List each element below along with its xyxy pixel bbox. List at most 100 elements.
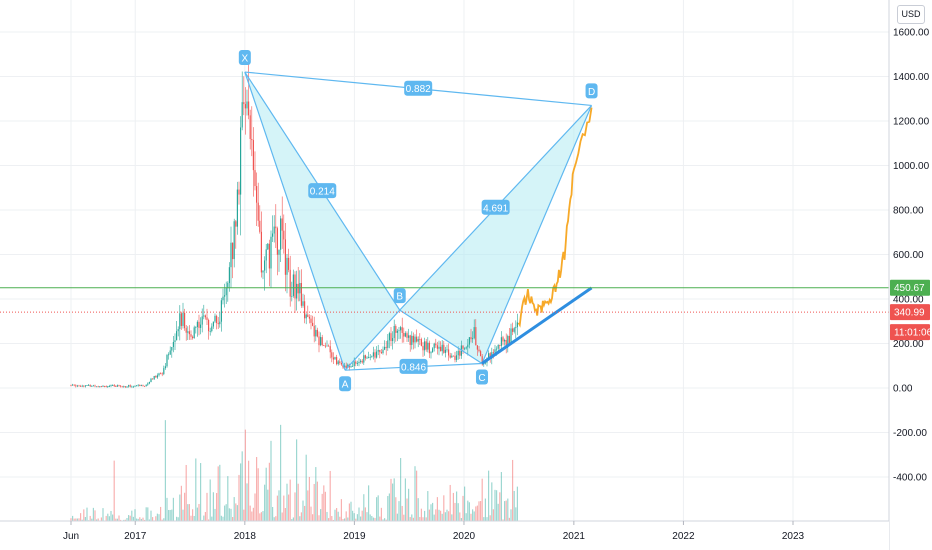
candle-body [398,330,400,332]
candle-body [216,315,218,323]
candle-body [488,353,490,358]
volume-bar [494,489,496,521]
support-trendline[interactable] [481,286,593,365]
candle-body [513,328,515,332]
candle-body [438,346,440,349]
volume-bar [216,492,218,521]
volume-bar [86,507,88,521]
pattern-leg-BC [399,309,483,365]
candle-body [454,355,456,360]
candle-body [305,314,307,319]
volume-bar [420,508,422,521]
candle-body [164,366,166,369]
volume-bar [163,518,165,521]
candle-body [422,345,424,351]
pattern-leg-XA [244,71,346,371]
candle-body [339,361,341,363]
volume-bar [180,485,182,521]
volume-bar [270,440,272,521]
candle-body [75,385,77,387]
point-label-x: X [241,54,248,65]
price-tick-label: -400.00 [893,473,927,484]
candle-body [427,342,429,350]
volume-bar [411,514,413,521]
candle-body [329,346,331,353]
ratio-labels: 0.882 0.214 4.691 0.846 [308,80,510,374]
volume-bar [345,511,347,521]
candle-body [128,385,130,387]
candle-body [334,357,336,360]
volume-bar [339,516,341,521]
volume-bar [249,505,251,521]
price-tick-label: 1000.00 [893,161,930,172]
harmonic-point-labels: X A B C D [238,50,598,392]
volume-bar [377,495,379,521]
candle-body [260,231,262,273]
candle-body [88,384,90,386]
candle-body [420,339,422,346]
candle-body [313,325,315,337]
volume-bar [145,507,147,521]
bar-countdown-tag: 11:01:06 [894,328,932,339]
volume-bar [454,502,456,521]
candle-body [185,328,187,333]
volume-bar [75,518,77,521]
volume-bar [262,511,264,521]
price-axis-background [889,0,932,550]
volume-bar [172,497,174,521]
candle-body [214,315,216,322]
volume-bar [73,518,75,521]
candle-body [492,352,494,354]
currency-unit-button[interactable]: USD [897,5,925,24]
candle-body [137,384,139,386]
volume-bar [465,513,467,521]
candle-body [377,349,379,352]
pattern-triangle-xab [244,72,400,371]
volume-bar [246,483,248,521]
volume-bar [102,508,104,521]
candle-body [73,384,75,386]
volume-bar [323,485,325,521]
volume-bar [302,500,304,521]
candle-body [417,339,419,342]
volume-bar [155,516,157,521]
volume-bar [235,503,237,521]
volume-bar [211,516,213,521]
candle-body [452,355,454,357]
candle-body [140,385,142,387]
candle-body [89,384,91,387]
volume-bar [324,491,326,521]
point-badge-d [585,83,598,99]
candle-body [230,242,232,268]
candle-body [278,249,280,255]
volume-bar [388,493,390,521]
volume-bar [156,513,158,521]
candle-body [195,326,197,328]
candle-body [433,343,435,349]
volume-bar [484,498,486,521]
candle-body [494,349,496,353]
volume-bar [182,509,184,521]
volume-bar [268,462,270,521]
candle-body [155,375,157,378]
time-axis-ticks[interactable]: Jun 2017 2018 2019 2020 2021 2022 2023 [63,521,805,542]
candle-body [91,385,93,387]
volume-bar [238,474,240,521]
candle-body [312,322,314,326]
projection-path[interactable] [517,107,593,328]
volume-bar [473,511,475,521]
candle-body [201,316,203,325]
candle-body [124,386,126,388]
volume-bar [380,507,382,521]
candle-body [225,288,227,296]
volume-bar [212,492,214,521]
volume-bar [168,509,170,521]
candle-body [249,115,251,139]
candle-body [232,242,234,260]
volume-bar [193,515,195,521]
volume-bar [510,509,512,521]
candle-body [352,365,354,367]
level-price-tag-bg [890,279,930,296]
volume-bar [496,490,498,521]
